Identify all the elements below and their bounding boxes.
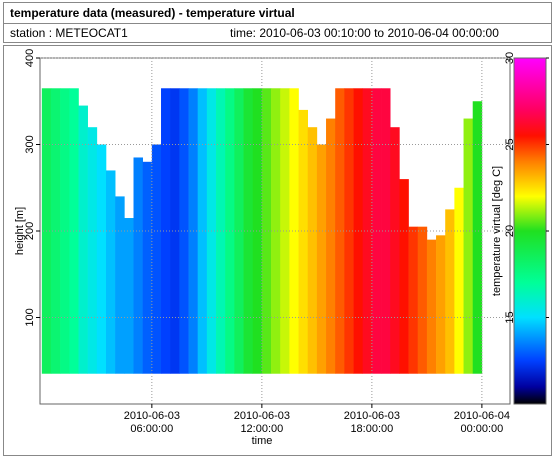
colorbar-tick-label: 15 (504, 311, 516, 323)
x-tick-label: 2010-06-04 00:00:00 (453, 410, 511, 435)
x-tick-label: 2010-06-03 12:00:00 (233, 410, 290, 435)
heat-column (243, 88, 253, 374)
heat-column (115, 196, 125, 374)
info-row: station : METEOCAT1 time: 2010-06-03 00:… (3, 23, 552, 43)
heat-column (87, 127, 98, 374)
heat-column (124, 218, 134, 374)
heat-column (335, 88, 345, 374)
heat-column (426, 239, 437, 374)
y-tick-label: 100 (24, 308, 36, 326)
heat-column (133, 157, 143, 374)
heat-column (69, 88, 79, 374)
y-tick-label: 400 (24, 49, 36, 67)
y-tick-label: 300 (24, 135, 36, 153)
x-tick-label: 2010-06-03 06:00:00 (123, 410, 180, 435)
heat-column (106, 170, 116, 374)
colorbar (513, 57, 547, 405)
heat-column (454, 187, 464, 374)
x-tick-label: 2010-06-03 18:00:00 (343, 410, 400, 435)
y-axis-label: height [m] (14, 207, 26, 255)
heat-column (161, 88, 171, 374)
station: station : METEOCAT1 (10, 26, 128, 40)
colorbar-tick-label: 20 (504, 225, 516, 237)
heat-column (445, 209, 455, 374)
y-tick-label: 200 (24, 222, 36, 240)
heat-column (271, 88, 281, 374)
heat-column (436, 235, 446, 374)
heat-column (170, 88, 180, 374)
heat-column (390, 127, 400, 374)
heat-column (289, 88, 299, 374)
heat-column (280, 88, 290, 374)
heat-column (463, 118, 474, 374)
heat-column (261, 88, 272, 374)
heat-column (78, 105, 88, 374)
heat-column (96, 144, 107, 374)
heat-column (408, 226, 419, 374)
heat-column (307, 127, 318, 374)
chart-frame (3, 45, 552, 456)
heat-column (142, 161, 153, 374)
heat-column (316, 144, 327, 374)
heat-column (298, 109, 308, 374)
heat-column (417, 226, 428, 374)
colorbar-label: temperature virtual [deg C] (491, 166, 503, 296)
heat-column (151, 144, 162, 374)
time-range: time: 2010-06-03 00:10:00 to 2010-06-04 … (230, 26, 499, 40)
colorbar-tick-label: 30 (504, 52, 516, 64)
heat-column (252, 88, 263, 374)
x-axis-label: time (252, 435, 273, 447)
heat-column (399, 179, 409, 374)
colorbar-tick-label: 25 (504, 138, 516, 150)
heat-column (234, 88, 244, 374)
heat-column (472, 101, 483, 374)
heat-column (326, 118, 336, 374)
